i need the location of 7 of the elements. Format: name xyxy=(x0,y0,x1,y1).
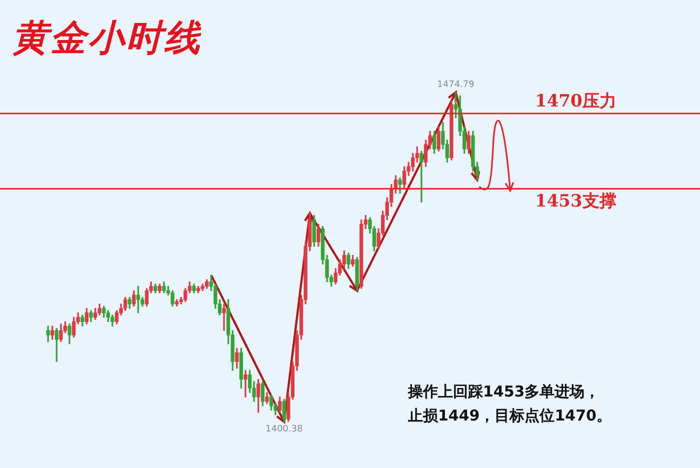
annotation: 止损1449，目标点位1470。 xyxy=(407,406,612,424)
annotation: 1474.79 xyxy=(437,80,475,90)
annotation: 操作上回踩1453多单进场， xyxy=(407,382,600,400)
chart-title: 黄金小时线 xyxy=(12,16,202,61)
ref-line-label: 1453支撑 xyxy=(535,192,616,212)
annotation: 1400.38 xyxy=(265,424,303,435)
ref-line-label: 1470压力 xyxy=(535,91,616,112)
